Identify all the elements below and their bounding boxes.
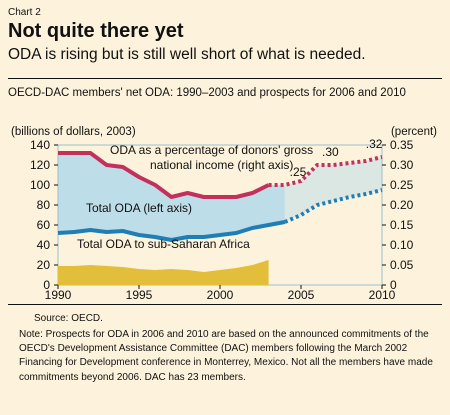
left-axis-tick-label: 120 (30, 158, 50, 172)
x-axis-tick-label: 2005 (288, 288, 315, 300)
x-axis-tick-label: 1990 (45, 288, 72, 300)
oda-pct-projection-line (268, 155, 383, 187)
top-divider (8, 78, 442, 79)
value-annotation: .32 (366, 137, 383, 151)
oda-pct-label-line2: national income (right axis) (150, 158, 293, 172)
oda-pct-line (58, 151, 270, 199)
total-oda-label: Total ODA (left axis) (86, 201, 192, 215)
right-axis-tick-label: 0 (390, 278, 397, 292)
left-axis-tick-label: 20 (37, 258, 51, 272)
right-axis-tick-label: 0.30 (390, 158, 414, 172)
chart-number: Chart 2 (8, 7, 41, 18)
chart-subtitle: ODA is rising but is still well short of… (8, 46, 366, 63)
total-oda-projection-line (284, 188, 383, 224)
value-annotation: .25 (290, 165, 307, 179)
x-axis-tick-label: 1995 (126, 288, 153, 300)
left-axis-tick-label: 100 (30, 178, 50, 192)
bottom-divider (8, 304, 442, 305)
chart-title: Not quite there yet (8, 20, 184, 42)
band-area-actual (58, 153, 285, 240)
oda-pct-label-line1: ODA as a percentage of donors' gross (110, 143, 313, 157)
left-axis-tick-label: 80 (37, 198, 51, 212)
left-axis-tick-label: 0 (43, 278, 50, 292)
ssa-oda-label: Total ODA to sub-Saharan Africa (77, 237, 250, 251)
series-title: OECD-DAC members' net ODA: 1990–2003 and… (8, 87, 406, 99)
right-axis-tick-label: 0.05 (390, 258, 414, 272)
oda-chart: 0 20 40 60 80 100 120 140 0 0.05 0.10 0.15 0.20 0.25 0… (11, 126, 437, 300)
right-axis-tick-label: 0.10 (390, 238, 414, 252)
total-oda-line (57, 220, 286, 242)
left-axis-label: (billions of dollars, 2003) (11, 126, 136, 138)
right-axis-label: (percent) (391, 126, 437, 138)
left-axis-tick-label: 40 (37, 238, 51, 252)
right-axis-tick-label: 0.35 (390, 138, 414, 152)
x-axis-tick-label: 2000 (207, 288, 234, 300)
ssa-oda-area (58, 260, 269, 285)
right-axis-tick-label: 0.15 (390, 218, 414, 232)
source-text: Source: OECD. (34, 313, 103, 324)
right-axis-tick-label: 0.25 (390, 178, 414, 192)
x-axis-tick-label: 2010 (369, 288, 396, 300)
left-axis-tick-label: 60 (37, 218, 51, 232)
left-axis-tick-label: 140 (30, 138, 50, 152)
right-axis-tick-label: 0.20 (390, 198, 414, 212)
value-annotation: .30 (322, 145, 339, 159)
note-text: Note: Prospects for ODA in 2006 and 2010… (19, 329, 433, 383)
